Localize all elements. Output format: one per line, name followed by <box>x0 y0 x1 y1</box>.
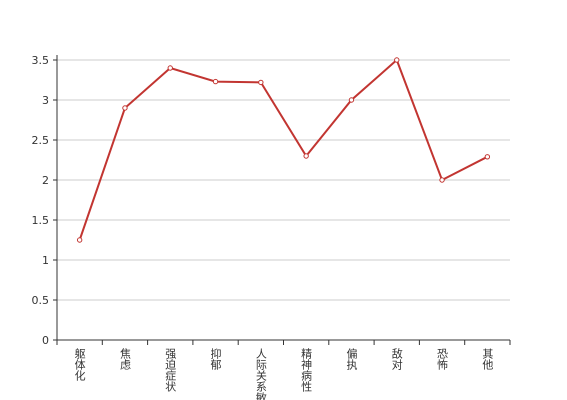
x-tick-label: 精神病性 <box>300 348 313 393</box>
x-tick-label: 偏执 <box>345 347 358 371</box>
data-point <box>303 153 309 159</box>
data-point <box>484 154 491 160</box>
x-tick-label: 其他 <box>481 348 494 370</box>
data-point <box>439 177 445 183</box>
data-point <box>76 237 83 243</box>
data-point <box>394 57 400 63</box>
data-point <box>167 65 173 71</box>
data-point <box>122 105 128 111</box>
y-tick-label: 3 <box>42 94 49 107</box>
x-tick-label: 敌对 <box>390 347 403 370</box>
x-tick-label: 焦虑 <box>118 348 131 370</box>
data-point <box>212 78 219 85</box>
y-tick-label: 3.5 <box>32 54 50 67</box>
x-tick-label: 抑郁 <box>209 347 222 370</box>
y-tick-label: 1.5 <box>32 214 50 227</box>
data-point <box>258 79 264 86</box>
y-tick-label: 1 <box>42 254 49 267</box>
x-tick-label: 强迫症状 <box>164 348 177 392</box>
y-tick-label: 2.5 <box>32 134 50 147</box>
x-tick-label: 人际关系敏感 <box>254 348 267 400</box>
y-tick-label: 2 <box>42 174 49 187</box>
x-tick-label: 躯体化 <box>73 348 86 382</box>
series-line <box>78 58 488 241</box>
data-point <box>348 97 355 103</box>
y-tick-label: 0.5 <box>32 294 50 307</box>
x-tick-label: 恐怖 <box>436 348 449 370</box>
y-tick-label: 0 <box>42 334 49 347</box>
